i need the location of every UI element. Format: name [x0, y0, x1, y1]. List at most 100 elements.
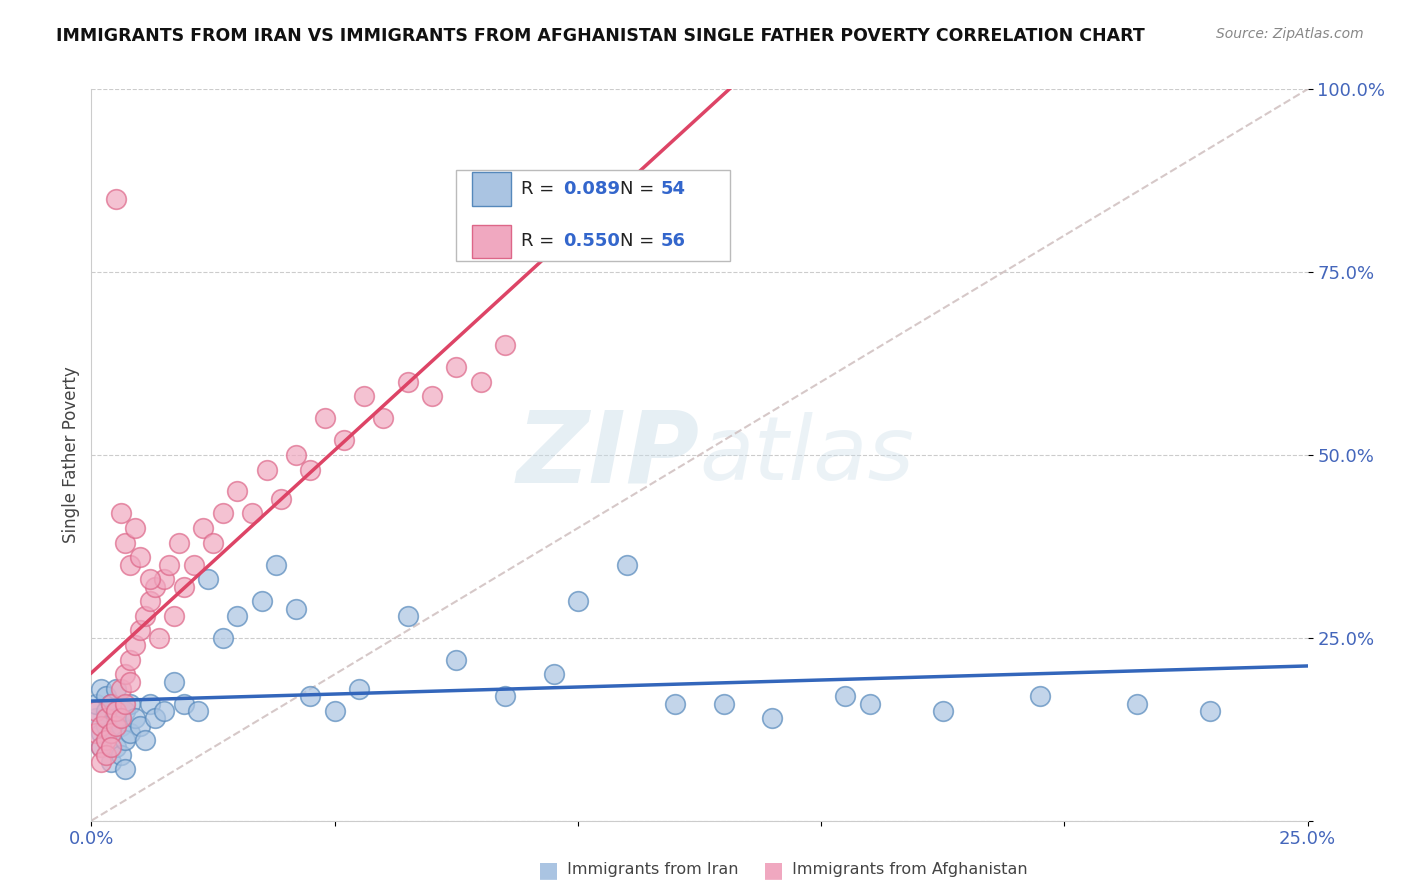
- Point: [396, 608, 419, 623]
- Point: [761, 711, 783, 725]
- Point: [129, 718, 152, 732]
- Point: [114, 667, 136, 681]
- Point: [240, 507, 263, 521]
- Text: Immigrants from Iran: Immigrants from Iran: [562, 863, 740, 877]
- Text: N =: N =: [620, 233, 661, 251]
- FancyBboxPatch shape: [472, 172, 510, 206]
- Text: 54: 54: [661, 180, 686, 198]
- Point: [139, 572, 162, 586]
- Point: [124, 711, 146, 725]
- Point: [104, 704, 127, 718]
- Point: [94, 704, 117, 718]
- Point: [114, 763, 136, 777]
- Point: [104, 192, 127, 206]
- FancyBboxPatch shape: [472, 225, 510, 259]
- Point: [84, 726, 107, 740]
- Point: [114, 704, 136, 718]
- Point: [129, 550, 152, 565]
- Point: [110, 747, 132, 762]
- Point: [173, 580, 195, 594]
- Point: [157, 558, 180, 572]
- Point: [153, 572, 176, 586]
- Text: N =: N =: [620, 180, 661, 198]
- Point: [163, 608, 186, 623]
- Text: IMMIGRANTS FROM IRAN VS IMMIGRANTS FROM AFGHANISTAN SINGLE FATHER POVERTY CORREL: IMMIGRANTS FROM IRAN VS IMMIGRANTS FROM …: [56, 27, 1144, 45]
- Point: [120, 653, 142, 667]
- Point: [114, 535, 136, 549]
- Point: [187, 704, 209, 718]
- Point: [211, 507, 233, 521]
- Text: 0.089: 0.089: [564, 180, 620, 198]
- Point: [567, 594, 589, 608]
- Point: [264, 558, 287, 572]
- Point: [114, 697, 136, 711]
- Text: 0.550: 0.550: [564, 233, 620, 251]
- Point: [94, 711, 117, 725]
- Point: [84, 711, 107, 725]
- Point: [931, 704, 953, 718]
- Point: [202, 535, 225, 549]
- Point: [100, 697, 122, 711]
- Point: [834, 690, 856, 704]
- Point: [120, 674, 142, 689]
- Point: [94, 747, 117, 762]
- Point: [90, 740, 112, 755]
- Point: [100, 726, 122, 740]
- Point: [143, 711, 166, 725]
- Point: [250, 594, 273, 608]
- Point: [163, 674, 186, 689]
- Point: [120, 697, 142, 711]
- Point: [153, 704, 176, 718]
- Point: [713, 697, 735, 711]
- Point: [396, 375, 419, 389]
- Point: [100, 755, 122, 769]
- Point: [284, 601, 307, 615]
- Text: atlas: atlas: [699, 412, 914, 498]
- Point: [494, 690, 516, 704]
- Point: [1029, 690, 1052, 704]
- Point: [90, 681, 112, 696]
- Point: [90, 718, 112, 732]
- Point: [347, 681, 370, 696]
- Point: [84, 697, 107, 711]
- Point: [299, 462, 322, 476]
- Point: [494, 338, 516, 352]
- Point: [94, 718, 117, 732]
- Point: [90, 755, 112, 769]
- Point: [353, 389, 375, 403]
- Point: [211, 631, 233, 645]
- Point: [197, 572, 219, 586]
- Point: [134, 733, 156, 747]
- Point: [299, 690, 322, 704]
- Point: [114, 733, 136, 747]
- Point: [90, 740, 112, 755]
- Point: [94, 690, 117, 704]
- Point: [256, 462, 278, 476]
- Point: [129, 624, 152, 638]
- Point: [470, 375, 492, 389]
- Text: Immigrants from Afghanistan: Immigrants from Afghanistan: [787, 863, 1028, 877]
- Point: [314, 411, 336, 425]
- Point: [1126, 697, 1149, 711]
- Point: [143, 580, 166, 594]
- Point: [124, 521, 146, 535]
- Point: [323, 704, 346, 718]
- Point: [444, 653, 467, 667]
- Text: ZIP: ZIP: [516, 407, 699, 503]
- Point: [90, 726, 112, 740]
- Point: [94, 733, 117, 747]
- Point: [139, 697, 162, 711]
- Point: [120, 726, 142, 740]
- Point: [110, 681, 132, 696]
- Point: [420, 389, 443, 403]
- Point: [167, 535, 190, 549]
- Point: [110, 507, 132, 521]
- Point: [1199, 704, 1222, 718]
- Point: [104, 681, 127, 696]
- Point: [124, 638, 146, 652]
- Point: [100, 740, 122, 755]
- Point: [100, 726, 122, 740]
- Point: [84, 704, 107, 718]
- Point: [270, 491, 292, 506]
- Y-axis label: Single Father Poverty: Single Father Poverty: [62, 367, 80, 543]
